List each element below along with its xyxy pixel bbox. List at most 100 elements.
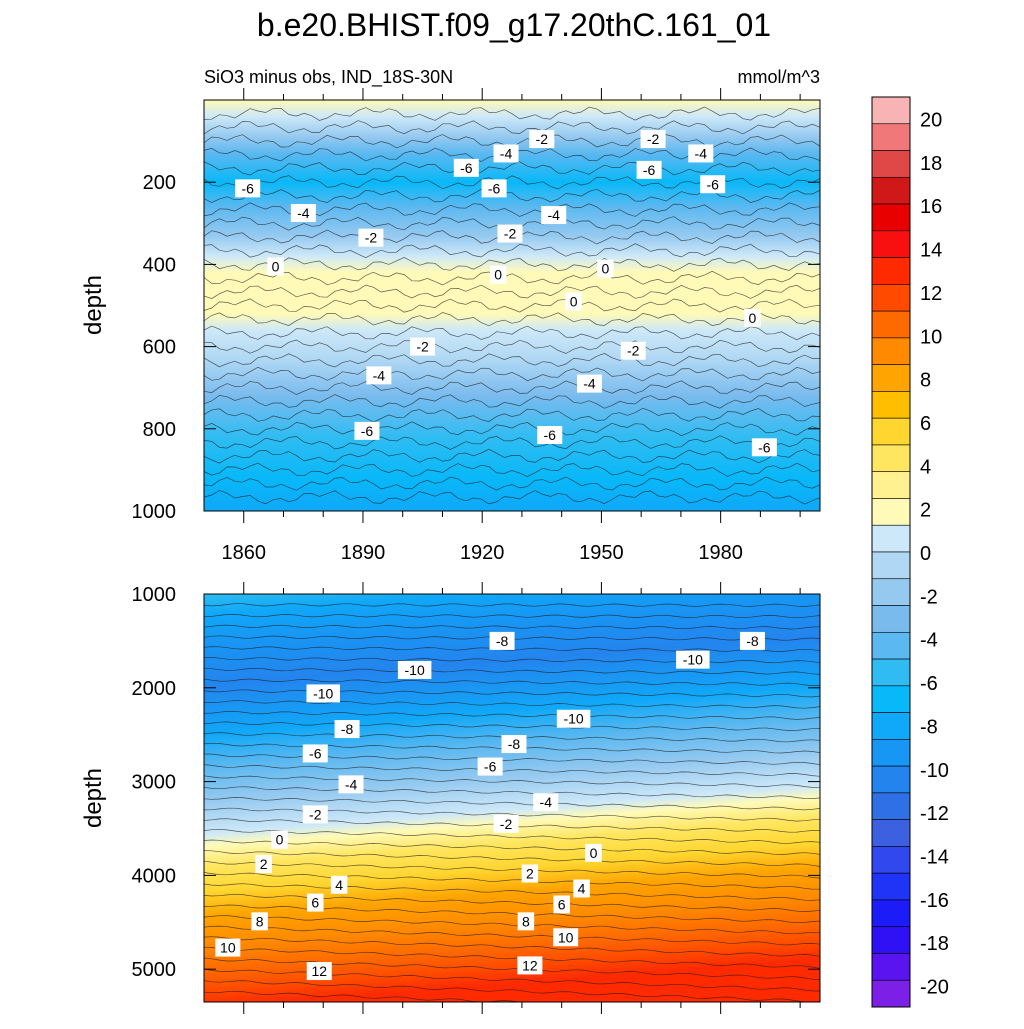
contour-label: -4	[297, 205, 310, 221]
contour-line	[203, 325, 821, 341]
contour-label: 0	[601, 261, 609, 277]
colorbar-swatch	[871, 284, 911, 312]
contour-line	[203, 980, 821, 1003]
contour-line	[203, 353, 821, 368]
contour-label-box	[537, 425, 563, 444]
contour-label: -2	[504, 226, 517, 242]
upper-y-axis: 200 400 600 800 1000	[132, 172, 820, 523]
colorbar-label: -14	[920, 846, 949, 868]
contour-label: -2	[365, 230, 378, 246]
contour-line	[203, 161, 821, 176]
contour-label-box	[235, 179, 261, 198]
contour-line	[203, 764, 821, 777]
colorbar-label: -6	[920, 673, 938, 695]
contour-label: 8	[522, 913, 530, 929]
colorbar-swatch	[871, 498, 911, 526]
colorbar-label: -16	[920, 890, 949, 912]
colorbar-label: 0	[920, 543, 931, 565]
colorbar-swatch	[871, 631, 911, 660]
contour-label-box	[597, 259, 614, 278]
contour-line	[203, 872, 820, 890]
colorbar-label: -18	[920, 933, 949, 955]
contour-label-box	[354, 421, 380, 440]
contour-line	[203, 106, 821, 121]
contour-label: 0	[272, 258, 280, 274]
contour-label-box	[334, 720, 360, 739]
colorbar-swatch	[871, 578, 911, 606]
contour-label-box	[267, 257, 284, 276]
contour-label: -6	[706, 176, 719, 192]
upper-contour-labels: -2 -2 -4 -4 -6 -6 -6 -6 -6 -4 -4 -2 -2 0 0 0 0 0 -2 -2 -4 -4 -…	[235, 130, 777, 457]
y-tick-label: 200	[143, 172, 176, 194]
contour-label-box	[489, 631, 515, 650]
contour-line	[203, 614, 821, 619]
colorbar-swatch	[871, 819, 911, 847]
colorbar-swatch	[871, 685, 911, 713]
y-tick-label: 800	[143, 419, 176, 441]
contour-label-box	[521, 864, 539, 883]
colorbar-label: 12	[920, 283, 942, 305]
contour-label-box	[517, 956, 543, 975]
colorbar-swatch	[871, 979, 911, 1008]
contour-label-box	[410, 337, 436, 356]
contour-label: -4	[695, 145, 708, 161]
contour-label: -4	[583, 376, 596, 392]
contour-line	[203, 786, 821, 799]
contour-label: -6	[241, 180, 254, 196]
x-tick-label: 1980	[698, 542, 743, 564]
contour-line	[203, 476, 821, 491]
contour-label-box	[565, 292, 582, 311]
contour-label: -2	[647, 131, 660, 147]
contour-label: -4	[540, 794, 553, 810]
contour-label: -10	[313, 685, 333, 701]
contour-label-box	[306, 684, 340, 703]
colorbar-label: 16	[920, 196, 942, 218]
colorbar-swatch	[871, 712, 911, 740]
colorbar-swatch	[871, 872, 911, 901]
colorbar-label: 14	[920, 240, 942, 262]
contour-line	[203, 946, 821, 969]
contour-label-box	[751, 438, 777, 457]
contour-label: -2	[536, 131, 549, 147]
contour-label-box	[553, 928, 579, 947]
colorbar-swatch	[871, 337, 911, 365]
contour-line	[203, 603, 821, 607]
contour-label: 10	[558, 929, 574, 945]
lower-ylabel: depth	[80, 768, 107, 828]
contour-label-box	[481, 179, 507, 198]
colorbar-label: 20	[920, 110, 942, 132]
lower-contour-lines	[203, 603, 821, 1003]
lower-x-axis	[243, 582, 801, 1014]
colorbar-swatch	[871, 471, 911, 499]
contour-label-box	[493, 144, 519, 163]
contour-label: -10	[405, 662, 425, 678]
contour-line	[203, 904, 821, 924]
figure-title: b.e20.BHIST.f09_g17.20thC.161_01	[257, 7, 771, 43]
colorbar-swatch	[871, 658, 911, 687]
contour-line	[203, 120, 821, 135]
x-tick-label: 1890	[341, 542, 386, 564]
contour-label: -6	[758, 439, 771, 455]
contour-line	[203, 721, 821, 731]
contour-label: -4	[345, 776, 358, 792]
contour-label: -8	[496, 633, 509, 649]
contour-label: 0	[276, 832, 284, 848]
contour-label: 0	[590, 845, 598, 861]
units-label: mmol/m^3	[738, 67, 820, 87]
contour-line	[203, 678, 821, 686]
contour-line	[203, 257, 821, 272]
colorbar-swatch	[871, 926, 911, 954]
contour-label: -6	[488, 180, 501, 196]
y-tick-label: 1000	[132, 501, 177, 523]
contour-line	[203, 883, 821, 901]
upper-subtitle: SiO3 minus obs, IND_18S-30N	[204, 67, 453, 88]
colorbar-label: -10	[920, 760, 949, 782]
contour-label-box	[585, 843, 602, 862]
contour-line	[203, 667, 821, 675]
colorbar-label: -12	[920, 803, 949, 825]
contour-line	[203, 893, 821, 912]
lower-plot-area	[204, 594, 820, 1002]
contour-line	[203, 915, 820, 935]
